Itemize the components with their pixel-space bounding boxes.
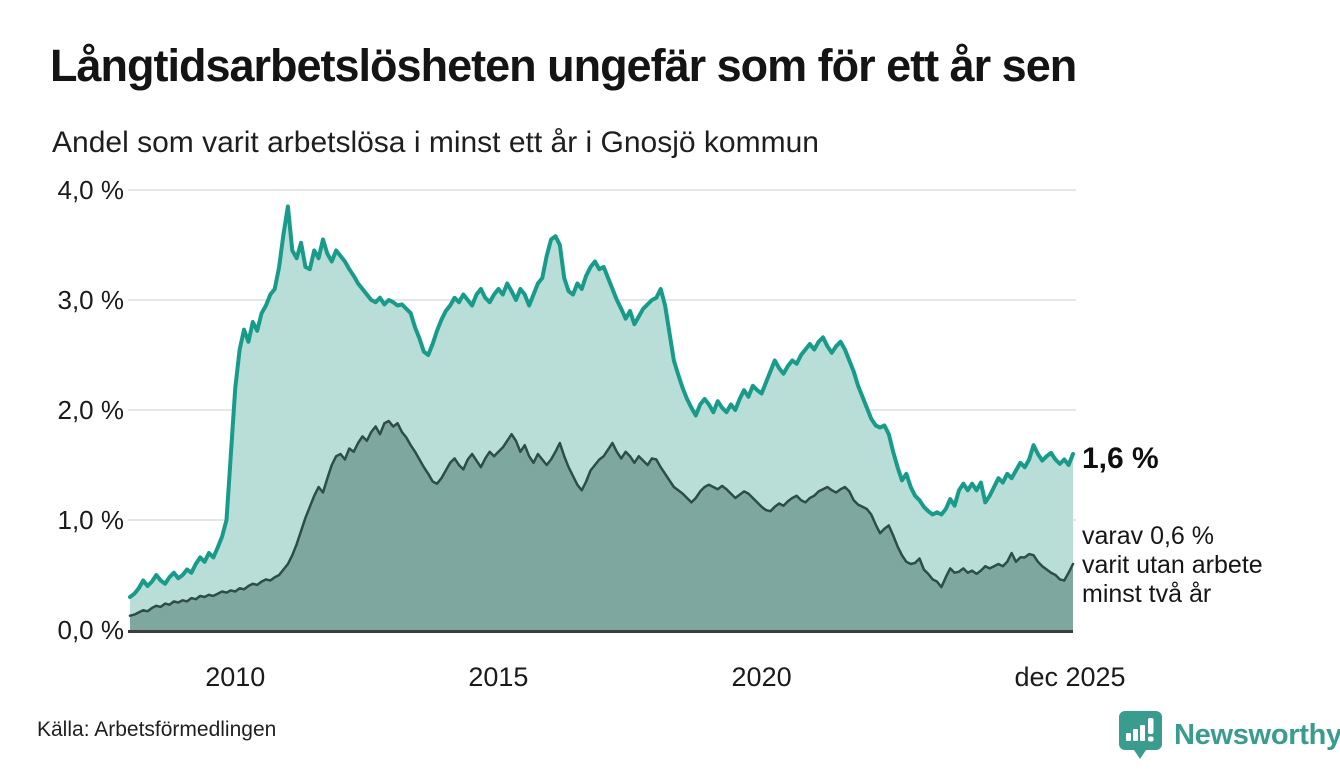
x-axis-tick-label: 2015: [468, 662, 529, 692]
newsworthy-logo-text: Newsworthy: [1174, 718, 1340, 751]
annotation-line: minst två år: [1082, 580, 1212, 608]
chart-subtitle: Andel som varit arbetslösa i minst ett å…: [52, 126, 819, 159]
x-axis-tick-label: 2020: [731, 662, 792, 692]
secondary-series-annotation: varav 0,6 % varit utan arbete minst två år: [1082, 522, 1263, 609]
y-axis-tick-label: 4,0 %: [57, 175, 125, 205]
y-axis-tick-label: 0,0 %: [57, 615, 125, 645]
newsworthy-logo-icon: [1119, 711, 1162, 759]
x-axis-tick-label: dec 2025: [1014, 662, 1126, 692]
y-axis-tick-label: 3,0 %: [57, 285, 125, 315]
y-axis-tick-label: 1,0 %: [57, 505, 125, 535]
annotation-line: varav 0,6 %: [1082, 522, 1215, 550]
x-axis-tick-label: 2010: [205, 662, 266, 692]
newsworthy-logo: Newsworthy: [1117, 709, 1340, 761]
latest-value-label: 1,6 %: [1082, 442, 1159, 475]
source-caption: Källa: Arbetsförmedlingen: [37, 718, 277, 741]
chart-title: Långtidsarbetslösheten ungefär som för e…: [50, 40, 1077, 91]
annotation-line: varit utan arbete: [1082, 551, 1263, 579]
y-axis-tick-label: 2,0 %: [57, 395, 125, 425]
